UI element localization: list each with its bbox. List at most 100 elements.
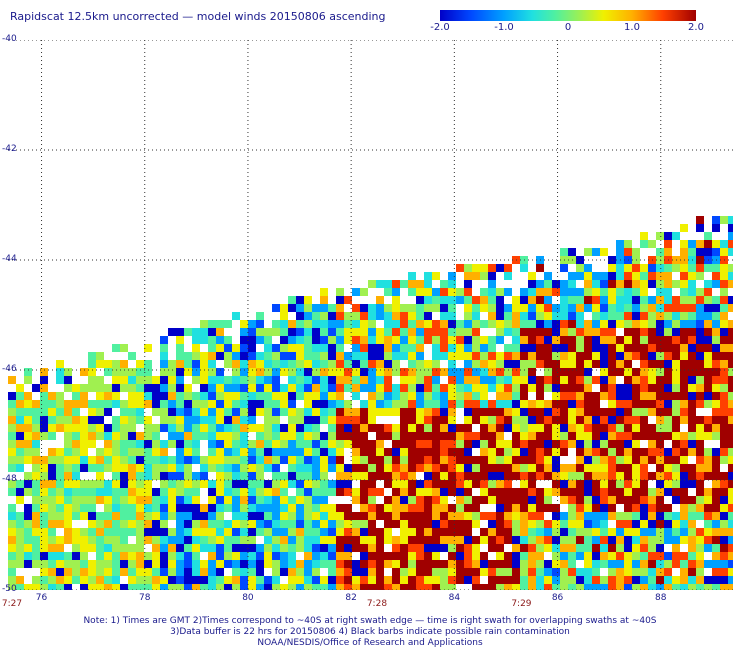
wind-cell [544,496,552,504]
wind-cell [152,400,160,408]
wind-cell [216,440,224,448]
wind-cell [152,408,160,416]
wind-cell [648,544,656,552]
wind-cell [624,456,632,464]
wind-cell [464,424,472,432]
wind-cell [256,456,264,464]
wind-cell [240,576,248,584]
wind-cell [648,264,656,272]
wind-cell [696,296,704,304]
wind-cell [504,416,512,424]
wind-cell [552,304,560,312]
wind-cell [528,288,536,296]
wind-cell [552,520,560,528]
wind-cell [280,448,288,456]
wind-cell [592,432,600,440]
wind-cell [504,568,512,576]
wind-cell [224,464,232,472]
wind-cell [320,320,328,328]
wind-cell [400,304,408,312]
wind-cell [448,320,456,328]
wind-cell [528,344,536,352]
wind-cell [600,544,608,552]
wind-cell [408,424,416,432]
wind-cell [600,368,608,376]
wind-cell [528,312,536,320]
wind-cell [208,392,216,400]
wind-cell [240,536,248,544]
wind-cell [720,216,728,224]
wind-cell [368,552,376,560]
wind-cell [576,544,584,552]
wind-cell [568,520,576,528]
wind-cell [80,392,88,400]
wind-cell [320,544,328,552]
wind-cell [680,240,688,248]
wind-cell [608,360,616,368]
wind-cell [624,400,632,408]
wind-cell [408,552,416,560]
wind-cell [320,464,328,472]
wind-cell [712,560,720,568]
wind-cell [208,336,216,344]
wind-cell [712,432,720,440]
wind-cell [152,576,160,584]
wind-cell [624,432,632,440]
wind-cell [664,336,672,344]
wind-cell [360,544,368,552]
wind-cell [584,352,592,360]
wind-cell [216,376,224,384]
wind-cell [488,512,496,520]
wind-cell [64,576,72,584]
wind-cell [688,504,696,512]
wind-cell [656,448,664,456]
wind-cell [720,304,728,312]
wind-cell [208,360,216,368]
wind-cell [384,288,392,296]
wind-cell [448,440,456,448]
wind-cell [584,440,592,448]
wind-cell [504,584,512,590]
wind-cell [720,272,728,280]
wind-cell [680,376,688,384]
wind-cell [16,408,24,416]
wind-cell [496,552,504,560]
wind-cell [600,416,608,424]
wind-cell [648,456,656,464]
wind-cell [112,400,120,408]
wind-cell [328,568,336,576]
wind-cell [376,560,384,568]
wind-cell [368,512,376,520]
wind-cell [544,360,552,368]
wind-cell [360,568,368,576]
wind-cell [56,552,64,560]
wind-cell [280,528,288,536]
wind-cell [488,480,496,488]
wind-cell [88,376,96,384]
wind-cell [688,560,696,568]
wind-cell [392,328,400,336]
wind-cell [680,416,688,424]
wind-cell [728,368,733,376]
wind-cell [704,312,712,320]
wind-cell [152,504,160,512]
wind-cell [272,424,280,432]
wind-cell [368,328,376,336]
wind-cell [88,528,96,536]
wind-cell [48,488,56,496]
wind-cell [704,448,712,456]
wind-cell [120,504,128,512]
wind-cell [416,440,424,448]
wind-cell [712,328,720,336]
wind-cell [568,552,576,560]
wind-cell [24,432,32,440]
wind-cell [400,384,408,392]
wind-cell [560,248,568,256]
wind-cell [560,464,568,472]
wind-cell [248,408,256,416]
wind-cell [144,448,152,456]
wind-cell [704,472,712,480]
wind-cell [584,384,592,392]
wind-cell [504,488,512,496]
wind-cell [568,576,576,584]
